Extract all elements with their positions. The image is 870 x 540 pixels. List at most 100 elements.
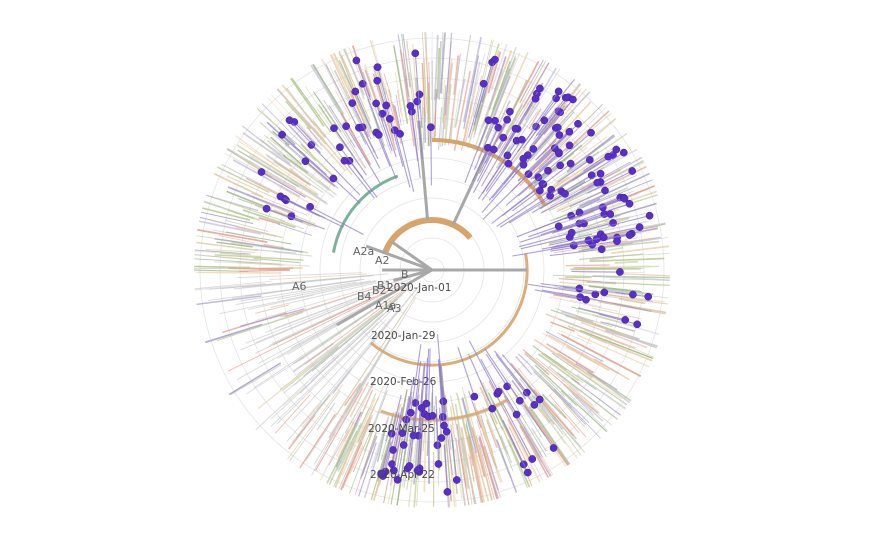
- tip-branch: [557, 159, 591, 183]
- tip-branch: [534, 289, 587, 301]
- tip-marker: [587, 128, 595, 137]
- tip-marker: [561, 189, 569, 198]
- tree-branch: [349, 381, 369, 418]
- tree-branch: [496, 439, 518, 493]
- tree-branch: [358, 442, 377, 497]
- tree-branch: [348, 445, 364, 475]
- tree-branch: [265, 153, 324, 194]
- tree-branch: [214, 238, 303, 253]
- tip-branch: [542, 289, 581, 298]
- tree-branch: [444, 84, 452, 146]
- tip-marker: [398, 429, 407, 437]
- tree-branch: [568, 385, 600, 414]
- tree-branch: [618, 297, 646, 305]
- tree-branch: [568, 135, 616, 170]
- highlighted-tips: [257, 49, 654, 496]
- tree-branch: [356, 385, 385, 448]
- tree-branch: [463, 393, 479, 442]
- tree-branch: [439, 32, 446, 94]
- tip-branch: [523, 131, 570, 178]
- tip-marker: [518, 135, 526, 144]
- tree-branch: [479, 444, 495, 500]
- tip-branch: [381, 426, 394, 474]
- tip-marker: [399, 441, 408, 449]
- tip-branch: [438, 359, 445, 426]
- tree-branch: [289, 78, 325, 127]
- tip-marker: [452, 476, 461, 484]
- tip-branch: [571, 270, 620, 273]
- backbone-spoke: [335, 268, 433, 327]
- tip-marker: [385, 115, 394, 123]
- tip-marker: [393, 475, 402, 484]
- tree-branch: [604, 335, 654, 358]
- tip-branch: [414, 53, 421, 110]
- tip-branch: [354, 91, 372, 129]
- tree-branch: [307, 126, 323, 147]
- tip-marker: [377, 469, 386, 478]
- tree-branch: [230, 364, 282, 396]
- tip-branch: [502, 403, 533, 460]
- tree-branch: [226, 175, 287, 204]
- tip-branch: [439, 407, 442, 439]
- tree-branch: [560, 390, 578, 407]
- tree-branch: [197, 229, 268, 243]
- tree-branch: [219, 281, 377, 315]
- tree-branch: [517, 68, 561, 134]
- tip-branch: [425, 348, 430, 404]
- tree-branch: [286, 308, 400, 442]
- tree-branch: [530, 367, 576, 414]
- tree-branch: [324, 297, 416, 451]
- tip-branch: [333, 178, 361, 204]
- tip-marker: [569, 95, 577, 104]
- tip-branch: [592, 152, 625, 173]
- backbone-spoke: [390, 240, 433, 272]
- tree-branch: [328, 429, 350, 466]
- tree-branch: [454, 437, 466, 506]
- tip-marker: [428, 411, 437, 420]
- tree-branch: [586, 281, 617, 284]
- tip-marker: [519, 160, 528, 169]
- tree-branch: [240, 308, 305, 327]
- tree-branch: [216, 311, 304, 342]
- tree-branch: [600, 265, 651, 267]
- tree-branch: [556, 352, 594, 378]
- tip-branch: [472, 147, 489, 182]
- tree-branch: [470, 449, 482, 503]
- tip-branch: [419, 421, 424, 469]
- tree-branch: [352, 422, 375, 473]
- tree-branch: [479, 386, 498, 425]
- tree-branch: [453, 89, 461, 129]
- date-label: 2020-Mar-25: [368, 423, 435, 435]
- tree-branch: [270, 136, 303, 166]
- tip-marker: [382, 101, 391, 110]
- tree-branch: [255, 304, 290, 314]
- tip-branch: [562, 174, 592, 193]
- tree-branch: [299, 413, 336, 469]
- backbone-arc: [332, 174, 399, 253]
- tip-marker: [600, 288, 609, 297]
- tree-branch: [344, 381, 375, 441]
- tip-branch: [562, 286, 605, 293]
- clade-label: B4: [357, 290, 372, 303]
- tip-branch: [563, 182, 598, 201]
- tip-marker: [390, 466, 398, 475]
- tree-branch: [227, 291, 389, 372]
- tree-branch: [576, 373, 626, 410]
- backbone-spoke: [365, 244, 433, 272]
- tip-branch: [394, 130, 411, 188]
- tree-branch: [528, 108, 542, 130]
- tree-branch: [273, 251, 313, 257]
- tree-branch: [221, 163, 280, 195]
- tree-branch: [566, 151, 600, 174]
- tip-marker: [554, 87, 563, 96]
- tree-branch: [551, 352, 628, 406]
- tree-branch: [312, 63, 342, 111]
- tree-branch: [568, 393, 609, 431]
- clade-label: A2a: [353, 245, 374, 258]
- tree-branch: [196, 271, 282, 274]
- tip-branch: [519, 88, 541, 122]
- tree-branch: [566, 345, 610, 372]
- tree-branch: [220, 252, 262, 258]
- tree-branch: [261, 103, 312, 154]
